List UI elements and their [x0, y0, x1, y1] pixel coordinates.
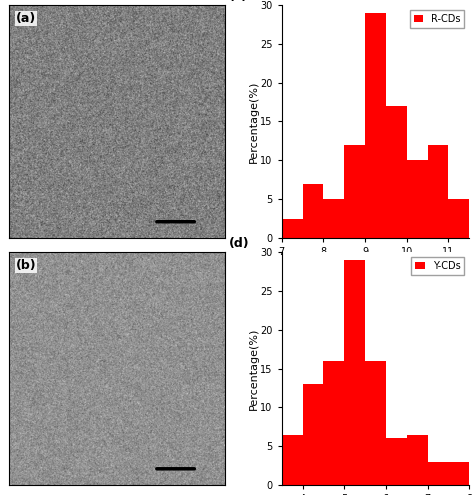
- Y-axis label: Percentage(%): Percentage(%): [249, 80, 259, 163]
- Bar: [344, 260, 365, 485]
- Bar: [323, 361, 344, 485]
- Text: (b): (b): [16, 259, 36, 272]
- Bar: [282, 219, 302, 238]
- Bar: [282, 435, 302, 485]
- Text: (a): (a): [16, 12, 36, 25]
- Text: (d): (d): [229, 237, 250, 249]
- X-axis label: Size(nm): Size(nm): [351, 258, 401, 268]
- Bar: [407, 435, 428, 485]
- Legend: Y-CDs: Y-CDs: [411, 257, 465, 275]
- Bar: [323, 199, 344, 238]
- Y-axis label: Percentage(%): Percentage(%): [249, 327, 259, 410]
- Bar: [386, 439, 407, 485]
- Bar: [386, 106, 407, 238]
- Bar: [365, 361, 386, 485]
- Bar: [365, 13, 386, 238]
- Bar: [428, 145, 448, 238]
- Bar: [344, 145, 365, 238]
- Bar: [302, 384, 323, 485]
- Bar: [448, 462, 469, 485]
- Bar: [407, 160, 428, 238]
- Bar: [428, 462, 448, 485]
- Legend: R-CDs: R-CDs: [410, 10, 465, 28]
- Bar: [302, 184, 323, 238]
- Text: (c): (c): [229, 0, 248, 2]
- Bar: [448, 199, 469, 238]
